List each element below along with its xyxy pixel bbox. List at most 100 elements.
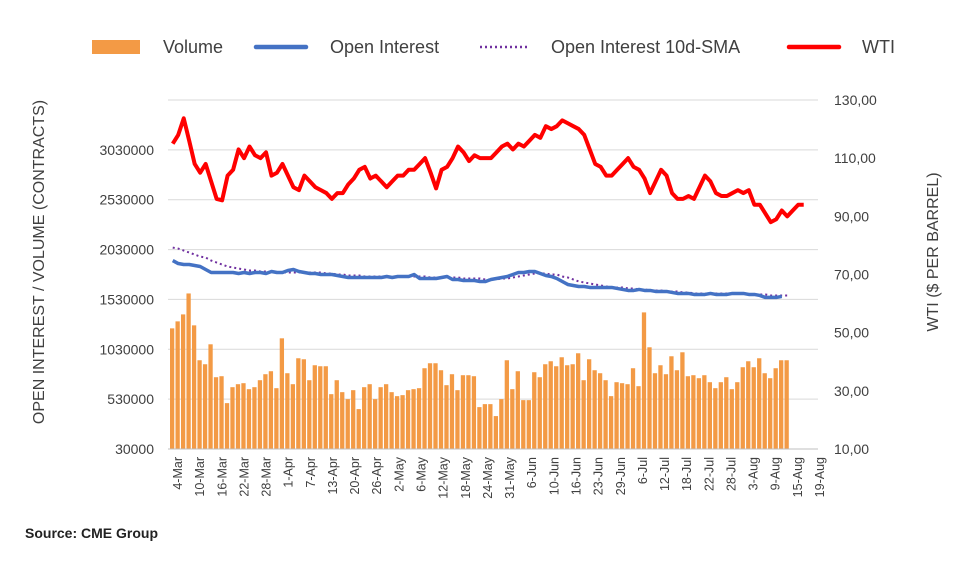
y2-tick-label: 30,00: [834, 383, 869, 399]
volume-bar: [779, 360, 784, 449]
legend-label: WTI: [862, 37, 895, 57]
x-tick-label: 20-Apr: [348, 457, 362, 495]
open-interest-line: [171, 259, 783, 300]
x-tick-label: 31-May: [503, 456, 517, 498]
volume-bar: [713, 388, 718, 449]
y2-axis-title: WTI ($ PER BARREL): [925, 172, 942, 331]
volume-bar: [625, 384, 630, 449]
legend-label: Open Interest: [330, 37, 439, 57]
volume-bar: [318, 366, 323, 449]
volume-bar: [751, 367, 756, 449]
y2-tick-label: 90,00: [834, 208, 869, 224]
x-tick-label: 12-Jul: [658, 457, 672, 491]
legend-swatch-volume: [92, 40, 140, 54]
volume-bar: [230, 387, 235, 449]
volume-bar: [329, 394, 334, 449]
volume-bar: [460, 375, 466, 449]
volume-bar: [597, 373, 603, 449]
x-tick-label: 2-May: [392, 456, 406, 491]
x-tick-label: 19-Aug: [813, 457, 827, 497]
volume-bar: [521, 400, 526, 449]
x-tick-label: 18-May: [459, 456, 473, 498]
volume-bar: [422, 368, 427, 449]
volume-bar: [762, 373, 767, 449]
volume-bar: [680, 352, 685, 449]
volume-bar: [257, 380, 263, 449]
volume-bar: [373, 399, 378, 449]
wti-line: [171, 116, 804, 225]
volume-bar: [658, 365, 663, 449]
volume-bar: [356, 409, 361, 449]
volume-bar: [586, 359, 592, 449]
volume-bar: [186, 293, 191, 449]
volume-bar: [213, 377, 219, 449]
volume-bar: [416, 388, 422, 449]
volume-bar: [274, 388, 279, 449]
volume-bar: [707, 382, 712, 449]
volume-bar: [663, 374, 669, 449]
y2-tick-label: 10,00: [834, 441, 869, 457]
volume-bar: [504, 360, 509, 449]
volume-bar: [647, 347, 652, 449]
x-tick-label: 6-Jul: [636, 457, 650, 484]
x-tick-label: 10-Mar: [193, 457, 207, 497]
x-tick-label: 29-Jun: [614, 457, 628, 495]
volume-bar: [394, 396, 400, 449]
volume-bar: [537, 377, 542, 449]
volume-bar: [312, 365, 317, 449]
volume-bar: [323, 366, 328, 449]
volume-bar: [757, 358, 762, 449]
volume-bar: [576, 353, 581, 449]
volume-bar: [729, 389, 734, 449]
volume-bar: [740, 367, 745, 449]
volume-bar: [471, 376, 477, 449]
y2-tick-label: 130,00: [834, 92, 877, 108]
y2-tick-label: 50,00: [834, 325, 869, 341]
x-tick-label: 24-May: [481, 456, 495, 498]
volume-bar: [669, 356, 674, 449]
y-tick-label: 2030000: [99, 242, 154, 258]
x-tick-label: 26-Apr: [370, 457, 384, 495]
volume-bar: [559, 357, 564, 449]
volume-bar: [499, 399, 504, 449]
volume-bar: [180, 314, 186, 449]
volume-bar: [296, 358, 301, 449]
legend-label: Open Interest 10d-SMA: [551, 37, 740, 57]
volume-bar: [411, 389, 416, 449]
oi-sma-line: [172, 246, 788, 297]
volume-bar: [268, 371, 274, 449]
volume-bar: [554, 366, 559, 449]
volume-bar: [493, 416, 499, 449]
x-tick-label: 13-Apr: [326, 457, 340, 495]
volume-bar: [696, 378, 702, 449]
volume-bar: [691, 375, 696, 449]
volume-bar: [246, 389, 252, 449]
x-tick-label: 9-Aug: [769, 457, 783, 490]
x-tick-label: 15-Aug: [791, 457, 805, 497]
x-tick-label: 4-Mar: [171, 457, 185, 490]
y2-tick-label: 70,00: [834, 267, 869, 283]
volume-bar: [219, 376, 224, 449]
volume-bar: [614, 382, 619, 449]
volume-bar: [515, 371, 520, 449]
volume-bar: [718, 382, 723, 449]
volume-bar: [543, 364, 548, 449]
volume-bar: [674, 370, 680, 449]
y-tick-label: 1530000: [99, 291, 154, 307]
volume-bar: [241, 383, 246, 449]
y-tick-label: 30000: [115, 441, 154, 457]
volume-bar: [197, 360, 202, 449]
y2-tick-label: 110,00: [834, 150, 876, 166]
volume-bar: [592, 370, 597, 449]
y-tick-label: 1030000: [99, 341, 154, 357]
volume-bar: [482, 404, 488, 449]
volume-bar: [263, 374, 268, 449]
volume-bar: [565, 365, 570, 449]
volume-bar: [652, 373, 658, 449]
volume-bar: [477, 407, 482, 449]
volume-bar: [784, 360, 789, 449]
volume-bar: [608, 396, 614, 449]
volume-bar: [746, 361, 751, 449]
source-note: Source: CME Group: [25, 525, 159, 541]
